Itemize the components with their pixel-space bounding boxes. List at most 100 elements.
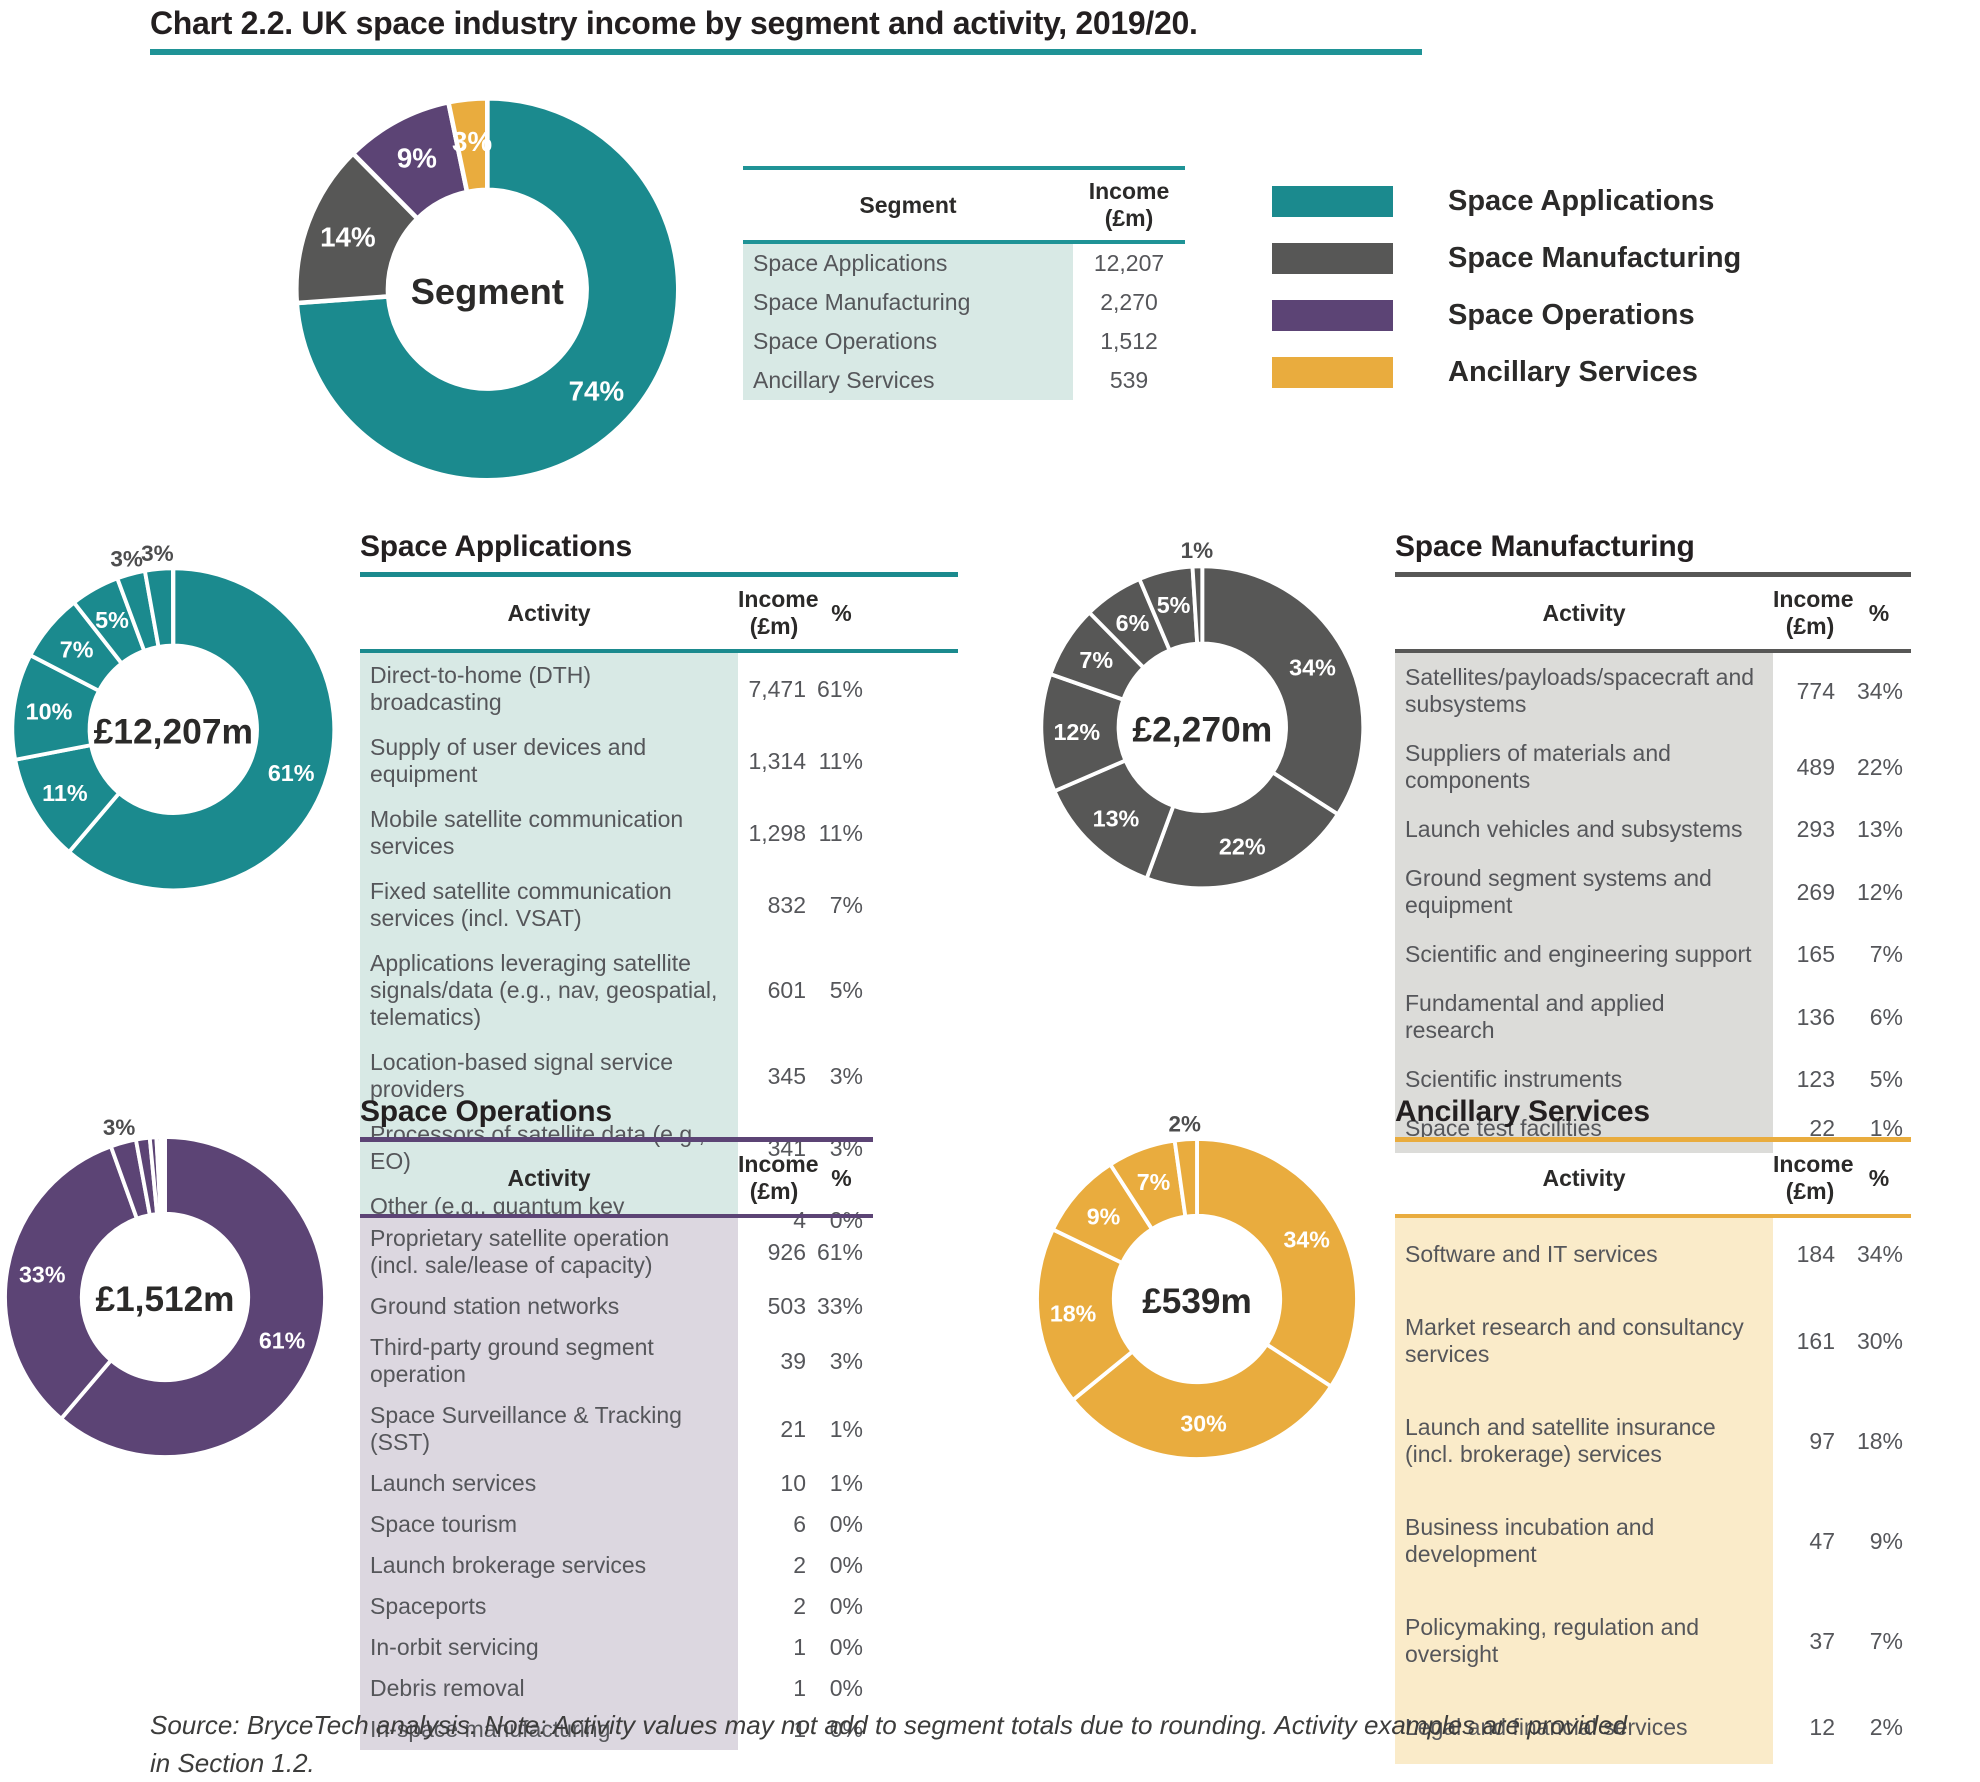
legend: Space Applications Space Manufacturing Spa… [1272, 185, 1742, 414]
donut-slice [66, 566, 336, 892]
column-header: Activity [1395, 577, 1773, 653]
income-cell: 503 [767, 1293, 806, 1319]
table-row: In-space manufacturing 1 0% [360, 1709, 873, 1750]
activity-cell: Policymaking, regulation and oversight [1395, 1591, 1773, 1691]
income-cell: 832 [767, 891, 806, 918]
activity-cell: Applications leveraging satellite signal… [360, 941, 738, 1040]
activity-cell: Third-party ground segment operation [360, 1327, 738, 1395]
activity-cell: Ground segment systems and equipment [1395, 854, 1773, 930]
column-header: % [810, 577, 873, 653]
activity-cell: Spaceports [360, 1586, 738, 1627]
donut-slice [58, 1135, 327, 1459]
table-row: Launch services 10 1% [360, 1463, 873, 1504]
column-header: Income (£m) [738, 577, 819, 653]
income-cell: 539 [1109, 367, 1149, 393]
legend-swatch [1272, 357, 1393, 388]
income-cell: 1,314 [748, 747, 806, 774]
donut-percent-label: 7% [59, 636, 93, 662]
activity-cell: Fixed satellite communication services (… [360, 869, 738, 941]
percent-cell: 2% [1869, 1714, 1903, 1740]
spacer-cell [873, 1040, 958, 1112]
table-row: Fixed satellite communication services (… [360, 869, 958, 941]
donut-percent-label: 61% [268, 759, 315, 785]
income-cell: 1 [793, 1716, 806, 1742]
percent-cell: 1% [1869, 1115, 1903, 1141]
income-cell: 1 [793, 1634, 806, 1660]
legend-label: Ancillary Services [1448, 356, 1698, 388]
section-ancillary-services: Ancillary Services Activity Income (£m)% So… [1395, 1095, 1911, 1764]
segment-cell: Space Operations [743, 322, 1073, 361]
table-row: Space Operations 1,512 [743, 322, 1185, 361]
activity-cell: Space Surveillance & Tracking (SST) [360, 1395, 738, 1463]
space-manufacturing-donut-chart: 34% 22% 13% 12% 7%6% 5% 1% £2,270m [1039, 538, 1365, 890]
segment-income-table: Segment Income (£m) Space Applications 12,2… [743, 166, 1185, 400]
legend-item: Space Applications [1272, 185, 1741, 217]
percent-cell: 13% [1856, 816, 1903, 842]
table-row: Space Manufacturing 2,270 [743, 283, 1185, 322]
donut-slice [1143, 769, 1341, 890]
table-row: Business incubation and development 47 9% [1395, 1491, 1911, 1591]
percent-cell: 0% [829, 1716, 863, 1742]
table-row: Launch brokerage services 2 0% [360, 1545, 873, 1586]
activity-table: Activity Income (£m)% Proprietary satellit… [360, 1142, 873, 1750]
donut-percent-label: 5% [1156, 592, 1190, 618]
activity-cell: Supply of user devices and equipment [360, 725, 738, 797]
segment-cell: Space Manufacturing [743, 283, 1073, 322]
percent-cell: 0% [829, 1511, 863, 1537]
income-cell: 165 [1796, 941, 1835, 967]
activity-cell: Space tourism [360, 1504, 738, 1545]
table-row: Proprietary satellite operation (incl. s… [360, 1216, 873, 1286]
donut-percent-label: 34% [1289, 654, 1336, 680]
donut-percent-label: 3% [110, 546, 143, 571]
activity-cell: Legal and financial services [1395, 1691, 1773, 1764]
income-cell: 489 [1796, 753, 1835, 780]
income-cell: 2 [793, 1593, 806, 1619]
activity-cell: Mobile satellite communication services [360, 797, 738, 869]
column-header: Activity [1395, 1142, 1773, 1218]
income-cell: 21 [780, 1415, 806, 1442]
spacer-cell [873, 797, 958, 869]
percent-cell: 9% [1869, 1527, 1903, 1554]
segment-cell: Ancillary Services [743, 361, 1073, 400]
percent-cell: 0% [829, 1552, 863, 1578]
donut-slice [1200, 564, 1365, 817]
activity-cell: Launch and satellite insurance (incl. br… [1395, 1391, 1773, 1491]
column-header: Activity [360, 577, 738, 653]
activity-cell: In-orbit servicing [360, 1627, 738, 1668]
percent-cell: 0% [829, 1634, 863, 1660]
percent-cell: 11% [818, 819, 863, 846]
column-header: Income (£m) [1773, 1142, 1854, 1218]
donut-slice [1172, 1137, 1199, 1219]
legend-swatch [1272, 243, 1393, 274]
table-row: Location-based signal service providers 3… [360, 1040, 958, 1112]
income-cell: 22 [1809, 1115, 1835, 1141]
income-cell: 2,270 [1100, 289, 1158, 315]
income-cell: 123 [1796, 1066, 1835, 1092]
table-row: Fundamental and applied research 136 6% [1395, 979, 1911, 1055]
percent-cell: 34% [1856, 1241, 1903, 1267]
section-heading: Space Operations [360, 1095, 873, 1142]
ancillary-services-donut-chart: 34% 30% 18% 9% 7% 2% £539m [1035, 1111, 1359, 1461]
income-cell: 345 [767, 1062, 806, 1089]
donut-percent-label: 34% [1284, 1227, 1330, 1253]
segment-table: Segment Income (£m) Space Applications 12,2… [743, 166, 1185, 400]
donut-percent-label: 10% [25, 698, 72, 724]
segment-cell: Space Applications [743, 242, 1073, 283]
donut-percent-label: 1% [1180, 538, 1213, 563]
section-heading: Space Applications [360, 530, 958, 577]
income-cell: 2 [793, 1552, 806, 1578]
spacer-cell [873, 651, 958, 725]
donut-center-label: £12,207m [93, 711, 252, 751]
percent-cell: 5% [829, 977, 863, 1003]
percent-cell: 6% [1869, 1003, 1903, 1030]
legend-label: Space Manufacturing [1448, 242, 1742, 274]
percent-cell: 12% [1856, 878, 1903, 905]
donut-percent-label: 3% [103, 1115, 135, 1140]
percent-cell: 11% [818, 747, 863, 774]
table-header-row: Activity Income (£m)% [360, 1142, 873, 1218]
percent-cell: 22% [1856, 753, 1903, 780]
percent-cell: 0% [829, 1675, 863, 1701]
source-note: Source: BryceTech analysis. Note: Activi… [150, 1710, 1627, 1778]
donut-percent-label: 13% [1092, 805, 1139, 831]
income-cell: 601 [767, 977, 806, 1003]
